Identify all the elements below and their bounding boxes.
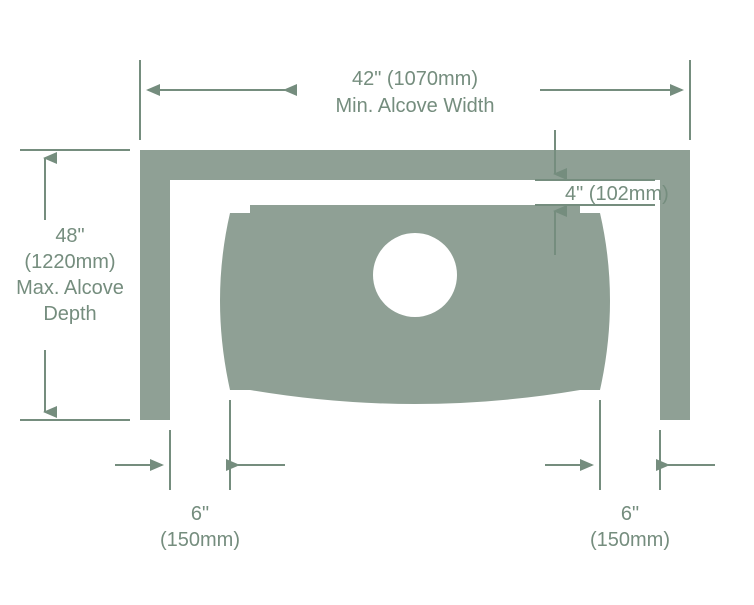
- dim-top-width: 42" (1070mm) Min. Alcove Width: [140, 60, 690, 140]
- flue-hole: [373, 233, 457, 317]
- dim-right-gap-value: 4" (102mm): [565, 183, 669, 205]
- dim-left-depth: 48" (1220mm) Max. Alcove Depth: [16, 150, 130, 420]
- dim-left-value: 48": [55, 225, 84, 247]
- dim-br-value: 6": [621, 503, 639, 525]
- dim-left-metric: (1220mm): [24, 251, 115, 273]
- dim-top-label: Min. Alcove Width: [336, 95, 495, 117]
- dim-top-value: 42" (1070mm): [352, 68, 478, 90]
- dim-left-label2: Depth: [43, 303, 96, 325]
- dim-bottom-left: 6" (150mm): [115, 400, 285, 551]
- dim-left-label1: Max. Alcove: [16, 277, 124, 299]
- dim-bl-value: 6": [191, 503, 209, 525]
- dim-br-metric: (150mm): [590, 529, 670, 551]
- dim-bl-metric: (150mm): [160, 529, 240, 551]
- alcove-diagram: 42" (1070mm) Min. Alcove Width 48" (1220…: [0, 0, 754, 605]
- dim-bottom-right: 6" (150mm): [545, 400, 715, 551]
